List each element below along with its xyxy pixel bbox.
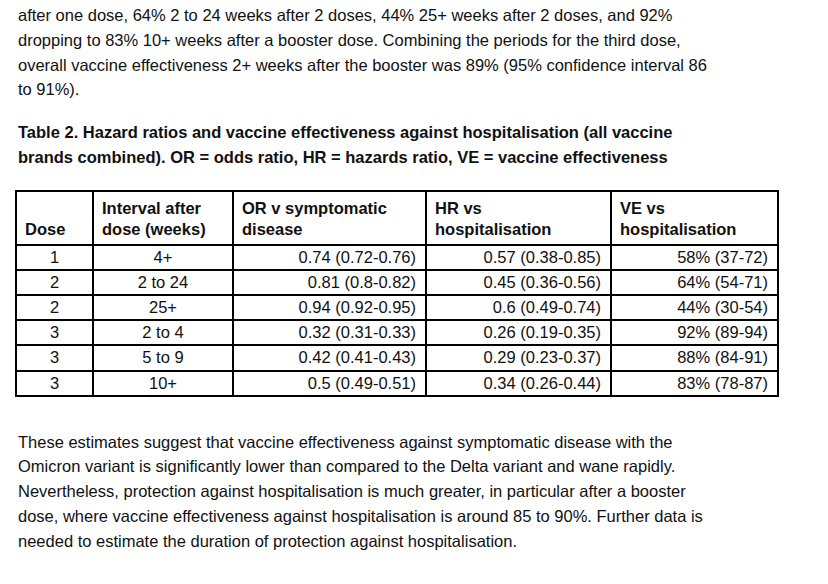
table-row: 22 to 240.81 (0.8-0.82)0.45 (0.36-0.56)6…	[16, 270, 778, 295]
table-cell: 0.74 (0.72-0.76)	[233, 245, 426, 270]
table-cell: 25+	[93, 295, 233, 320]
table-cell: 58% (37-72)	[611, 245, 778, 270]
table-caption: Table 2. Hazard ratios and vaccine effec…	[18, 120, 812, 170]
intro-paragraph: after one dose, 64% 2 to 24 weeks after …	[18, 3, 812, 102]
table-cell: 2	[16, 270, 93, 295]
table-cell: 88% (84-91)	[611, 345, 778, 370]
table-cell: 2 to 24	[93, 270, 233, 295]
table-cell: 44% (30-54)	[611, 295, 778, 320]
table-cell: 0.57 (0.38-0.85)	[426, 245, 611, 270]
table-header-interval: Interval after dose (weeks)	[93, 191, 233, 246]
table-header-hr: HR vs hospitalisation	[426, 191, 611, 246]
table-row: 35 to 90.42 (0.41-0.43)0.29 (0.23-0.37)8…	[16, 345, 778, 370]
document-page: after one dose, 64% 2 to 24 weeks after …	[0, 0, 828, 584]
table-cell: 3	[16, 320, 93, 345]
table-row: 310+0.5 (0.49-0.51)0.34 (0.26-0.44)83% (…	[16, 371, 778, 396]
table-header-dose: Dose	[16, 191, 93, 246]
table-cell: 0.45 (0.36-0.56)	[426, 270, 611, 295]
table-cell: 10+	[93, 371, 233, 396]
table-header-or: OR v symptomatic disease	[233, 191, 426, 246]
table-cell: 1	[16, 245, 93, 270]
table-cell: 0.29 (0.23-0.37)	[426, 345, 611, 370]
table-cell: 83% (78-87)	[611, 371, 778, 396]
results-table: Dose Interval after dose (weeks) OR v sy…	[15, 190, 779, 397]
table-cell: 2	[16, 295, 93, 320]
table-cell: 64% (54-71)	[611, 270, 778, 295]
table-cell: 0.42 (0.41-0.43)	[233, 345, 426, 370]
table-body: 14+0.74 (0.72-0.76)0.57 (0.38-0.85)58% (…	[16, 245, 778, 396]
table-cell: 0.26 (0.19-0.35)	[426, 320, 611, 345]
table-cell: 0.6 (0.49-0.74)	[426, 295, 611, 320]
table-cell: 5 to 9	[93, 345, 233, 370]
table-row: 32 to 40.32 (0.31-0.33)0.26 (0.19-0.35)9…	[16, 320, 778, 345]
table-cell: 2 to 4	[93, 320, 233, 345]
table-cell: 4+	[93, 245, 233, 270]
table-cell: 0.34 (0.26-0.44)	[426, 371, 611, 396]
table-cell: 0.81 (0.8-0.82)	[233, 270, 426, 295]
table-cell: 0.94 (0.92-0.95)	[233, 295, 426, 320]
table-cell: 3	[16, 345, 93, 370]
table-cell: 92% (89-94)	[611, 320, 778, 345]
table-cell: 0.32 (0.31-0.33)	[233, 320, 426, 345]
table-row: 225+0.94 (0.92-0.95)0.6 (0.49-0.74)44% (…	[16, 295, 778, 320]
conclusion-paragraph: These estimates suggest that vaccine eff…	[18, 430, 812, 554]
table-row: 14+0.74 (0.72-0.76)0.57 (0.38-0.85)58% (…	[16, 245, 778, 270]
table-header-row: Dose Interval after dose (weeks) OR v sy…	[16, 191, 778, 246]
table-cell: 0.5 (0.49-0.51)	[233, 371, 426, 396]
table-cell: 3	[16, 371, 93, 396]
table-header-ve: VE vs hospitalisation	[611, 191, 778, 246]
